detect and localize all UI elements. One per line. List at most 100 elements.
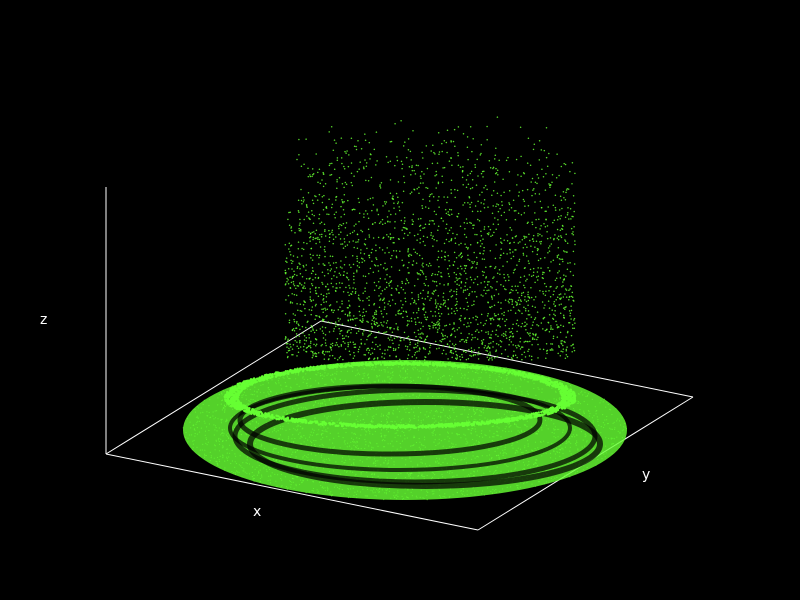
data-point xyxy=(209,460,211,462)
data-point xyxy=(566,382,568,384)
data-point xyxy=(317,372,319,374)
ridge-band xyxy=(228,384,572,472)
data-point xyxy=(433,490,435,492)
data-point xyxy=(496,466,498,468)
data-point xyxy=(498,491,501,493)
data-point xyxy=(557,383,560,386)
data-point xyxy=(476,386,478,388)
data-point xyxy=(409,395,411,397)
data-point xyxy=(350,449,352,451)
data-point xyxy=(200,412,202,414)
data-point xyxy=(569,406,571,408)
data-point xyxy=(376,399,379,401)
data-point xyxy=(387,416,389,418)
data-point xyxy=(267,480,269,482)
data-point xyxy=(299,437,301,439)
data-point xyxy=(387,371,389,373)
data-point xyxy=(562,429,564,431)
data-point xyxy=(238,471,240,473)
data-point xyxy=(516,450,518,452)
data-point xyxy=(231,404,234,407)
data-point xyxy=(377,445,379,447)
data-point xyxy=(419,496,421,498)
data-point xyxy=(207,441,209,443)
data-point xyxy=(470,432,472,434)
data-point xyxy=(255,427,257,429)
data-point xyxy=(376,375,378,377)
data-point xyxy=(581,446,583,448)
data-point xyxy=(493,380,495,382)
data-point xyxy=(460,373,463,375)
data-point xyxy=(473,475,475,477)
data-point xyxy=(290,387,292,389)
data-point xyxy=(437,423,440,426)
data-point xyxy=(497,413,499,415)
data-point xyxy=(518,461,520,463)
data-point xyxy=(505,367,507,369)
data-point xyxy=(616,420,618,422)
data-point xyxy=(460,413,462,415)
data-point xyxy=(281,439,284,441)
data-point xyxy=(378,369,380,371)
data-point xyxy=(620,424,622,426)
data-point xyxy=(270,391,272,393)
data-point xyxy=(238,464,240,466)
data-point xyxy=(402,406,404,408)
data-point xyxy=(365,441,367,443)
data-point xyxy=(404,492,406,494)
data-point xyxy=(237,471,239,473)
data-point xyxy=(318,429,320,431)
data-point xyxy=(252,420,254,422)
data-point xyxy=(307,379,309,381)
data-point xyxy=(462,488,464,490)
data-point xyxy=(328,421,331,425)
data-point xyxy=(485,396,487,399)
data-point xyxy=(256,395,258,397)
data-point xyxy=(307,439,309,441)
data-point xyxy=(383,398,385,400)
data-point xyxy=(587,403,589,405)
data-point xyxy=(497,434,499,436)
data-point xyxy=(437,395,439,398)
data-point xyxy=(286,375,288,377)
data-point xyxy=(250,393,252,395)
data-point xyxy=(455,444,457,446)
data-point xyxy=(429,464,431,466)
data-point xyxy=(510,415,512,417)
data-point xyxy=(405,496,408,498)
data-point xyxy=(290,486,292,488)
data-point xyxy=(520,429,522,431)
data-point xyxy=(372,417,374,420)
data-point xyxy=(329,432,331,434)
data-point xyxy=(346,370,349,372)
data-point xyxy=(279,434,282,436)
data-point xyxy=(486,366,489,370)
data-point xyxy=(462,406,464,408)
data-point xyxy=(338,403,340,405)
data-point xyxy=(385,491,387,493)
data-point xyxy=(279,428,282,430)
data-point xyxy=(566,401,570,404)
data-point xyxy=(334,377,336,379)
data-point xyxy=(440,377,442,379)
data-point xyxy=(508,380,510,382)
data-point xyxy=(470,472,472,474)
data-point xyxy=(384,380,386,382)
data-point xyxy=(584,436,586,438)
data-point xyxy=(476,370,478,372)
data-point xyxy=(354,491,356,493)
data-point xyxy=(368,393,371,395)
data-point xyxy=(223,391,225,393)
data-point xyxy=(343,381,345,383)
data-point xyxy=(384,425,388,428)
data-point xyxy=(268,475,270,477)
data-point xyxy=(355,473,357,475)
data-point xyxy=(481,455,483,457)
data-point xyxy=(430,376,432,378)
data-point xyxy=(302,407,305,409)
data-point xyxy=(427,371,429,374)
data-point xyxy=(328,458,330,460)
data-point xyxy=(440,440,442,442)
data-point xyxy=(458,397,460,399)
